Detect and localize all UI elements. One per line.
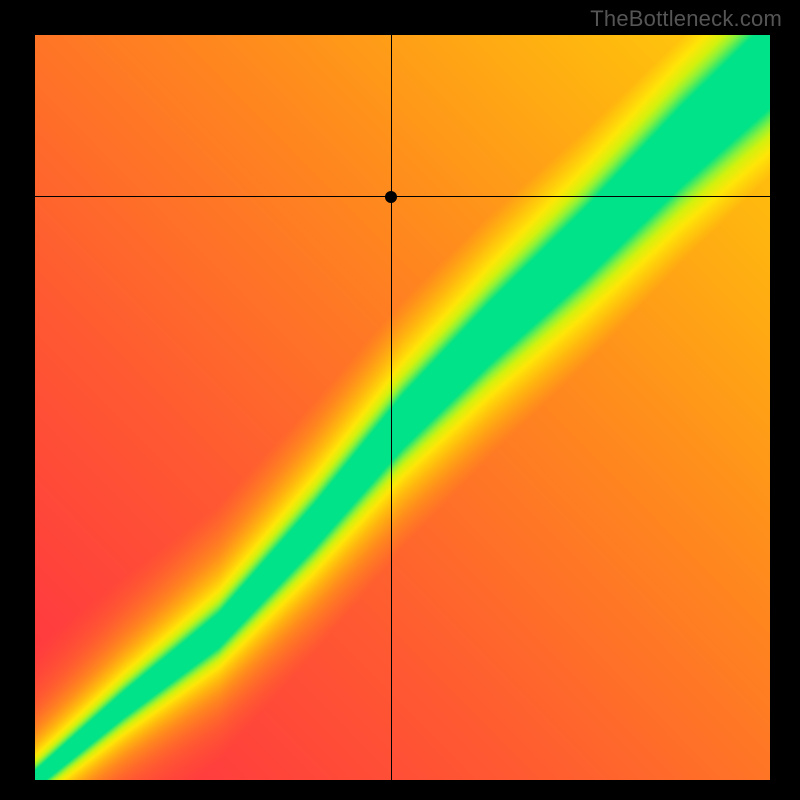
watermark-text: TheBottleneck.com [590,6,782,32]
chart-container: { "watermark": "TheBottleneck.com", "can… [0,0,800,800]
heatmap-canvas [35,35,770,780]
plot-frame [35,35,770,780]
crosshair-point [385,191,397,203]
crosshair-horizontal [35,196,770,197]
heatmap-plot [35,35,770,780]
crosshair-vertical [391,35,392,780]
